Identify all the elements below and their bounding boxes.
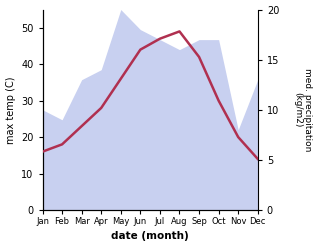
X-axis label: date (month): date (month)	[111, 231, 189, 242]
Y-axis label: max temp (C): max temp (C)	[5, 76, 16, 144]
Y-axis label: med. precipitation
(kg/m2): med. precipitation (kg/m2)	[293, 68, 313, 151]
